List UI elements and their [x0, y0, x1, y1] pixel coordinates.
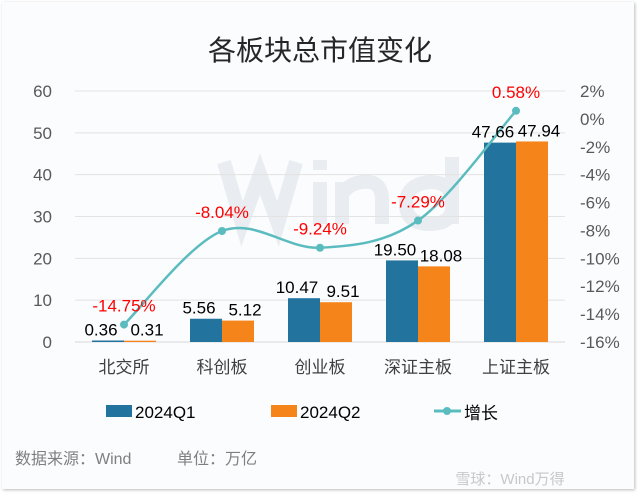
data-label-2024Q2: 18.08	[420, 246, 463, 265]
chart-card: 各板块总市值变化 0 10 20 30 40 50 60 -16% -14% -12% -10% -8…	[2, 2, 634, 489]
legend: 2024Q1 2024Q2 增长	[106, 403, 498, 423]
growth-label: -8.04%	[195, 203, 249, 222]
corner-watermark: 雪球：Wind万得	[455, 471, 564, 488]
bar-2024Q1	[190, 318, 222, 342]
growth-label: 0.58%	[492, 83, 540, 102]
data-label-2024Q2: 47.94	[518, 121, 561, 140]
category-label: 上证主板	[482, 358, 550, 377]
left-tick-label: 60	[33, 82, 52, 101]
left-tick-label: 30	[33, 208, 52, 227]
left-tick-label: 10	[33, 291, 52, 310]
data-label-2024Q1: 19.50	[374, 240, 417, 259]
bar-2024Q2	[124, 340, 156, 342]
right-tick-label: -6%	[580, 194, 610, 213]
right-tick-label: 2%	[580, 82, 605, 101]
data-label-2024Q1: 5.56	[182, 299, 215, 318]
right-tick-label: -16%	[580, 333, 620, 352]
bar-2024Q1	[386, 260, 418, 342]
legend-swatch-q1	[106, 405, 132, 417]
right-tick-label: -8%	[580, 221, 610, 240]
growth-point	[414, 216, 422, 225]
footer-unit: 单位：万亿	[177, 450, 257, 468]
legend-label-q2: 2024Q2	[300, 403, 361, 422]
right-tick-label: -10%	[580, 249, 620, 268]
right-tick-label: -14%	[580, 305, 620, 324]
footer-source: 数据来源：Wind	[15, 450, 131, 468]
right-tick-label: -4%	[580, 166, 610, 185]
left-tick-label: 0	[43, 333, 52, 352]
legend-marker-growth	[443, 407, 451, 415]
data-label-2024Q1: 0.36	[84, 320, 117, 339]
data-label-2024Q1: 47.66	[472, 123, 515, 142]
bar-2024Q2	[418, 266, 450, 342]
growth-point	[512, 106, 520, 115]
right-tick-label: -2%	[580, 138, 610, 157]
growth-label: -9.24%	[293, 220, 347, 239]
growth-label: -14.75%	[92, 297, 155, 316]
category-label: 创业板	[295, 358, 346, 377]
legend-label-q1: 2024Q1	[135, 403, 196, 422]
growth-point	[218, 227, 226, 236]
data-label-2024Q1: 10.47	[276, 278, 319, 297]
category-label: 北交所	[99, 358, 150, 377]
legend-label-growth: 增长	[464, 404, 498, 423]
data-label-2024Q2: 5.12	[228, 301, 261, 320]
bar-2024Q2	[516, 141, 548, 342]
bar-2024Q1	[288, 298, 320, 342]
watermark-wind-logo	[217, 153, 459, 247]
left-tick-label: 20	[33, 249, 52, 268]
growth-point	[316, 243, 324, 252]
growth-point	[120, 320, 128, 329]
category-label: 科创板	[197, 358, 248, 377]
left-tick-label: 40	[33, 166, 52, 185]
left-tick-label: 50	[33, 124, 52, 143]
bar-2024Q1	[484, 142, 516, 342]
legend-swatch-q2	[271, 405, 297, 417]
bar-2024Q2	[222, 320, 254, 342]
growth-label: -7.29%	[391, 193, 445, 212]
category-label: 深证主板	[384, 358, 452, 377]
right-tick-label: 0%	[580, 110, 605, 129]
bar-2024Q2	[320, 302, 352, 342]
bar-2024Q1	[92, 340, 124, 342]
chart-title: 各板块总市值变化	[208, 35, 432, 66]
right-tick-label: -12%	[580, 277, 620, 296]
data-label-2024Q2: 9.51	[326, 282, 359, 301]
data-label-2024Q2: 0.31	[130, 321, 163, 340]
